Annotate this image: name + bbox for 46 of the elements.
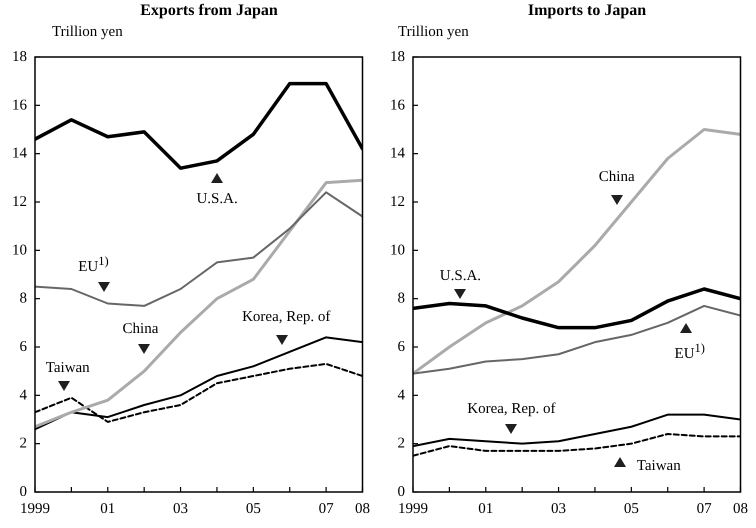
chart-title: Exports from Japan bbox=[139, 2, 279, 20]
y-tick-label: 2 bbox=[20, 436, 27, 452]
y-tick-label: 14 bbox=[390, 146, 406, 162]
y-tick-label: 4 bbox=[20, 387, 28, 404]
x-tick-label: 08 bbox=[733, 500, 748, 517]
series-label: Taiwan bbox=[46, 360, 90, 377]
series-label: U.S.A. bbox=[196, 190, 238, 208]
y-tick-label: 0 bbox=[20, 484, 27, 500]
series-label: EU$^{1)}$ bbox=[78, 253, 109, 276]
y-tick-label: 4 bbox=[398, 387, 406, 404]
y-tick-label: 18 bbox=[390, 48, 405, 65]
x-tick-label: 05 bbox=[624, 500, 639, 517]
y-tick-label: 14 bbox=[12, 146, 28, 162]
y-tick-label: 0 bbox=[398, 484, 405, 500]
y-tick-label: 16 bbox=[12, 97, 28, 114]
x-tick-label: 08 bbox=[355, 500, 370, 517]
series-label: Taiwan bbox=[636, 458, 681, 475]
y-tick-label: 8 bbox=[398, 290, 405, 307]
y-axis-title: Trillion yen bbox=[398, 24, 469, 41]
x-tick-label: 03 bbox=[551, 500, 566, 517]
y-tick-label: 18 bbox=[12, 48, 27, 65]
y-tick-label: 8 bbox=[20, 290, 27, 307]
y-tick-label: 12 bbox=[390, 194, 405, 210]
y-tick-label: 2 bbox=[398, 436, 405, 452]
x-tick-label: 05 bbox=[246, 500, 261, 517]
x-tick-label: 1999 bbox=[20, 500, 50, 517]
x-tick-label: 07 bbox=[696, 500, 712, 517]
y-tick-label: 10 bbox=[390, 242, 405, 258]
y-tick-label: 12 bbox=[12, 194, 27, 210]
series-label: China bbox=[598, 168, 635, 186]
y-axis-title: Trillion yen bbox=[52, 24, 123, 41]
series-label: EU$^{1)}$ bbox=[674, 340, 705, 364]
chart-title: Imports to Japan bbox=[526, 2, 648, 20]
series-label: Korea, Rep. of bbox=[242, 309, 330, 326]
series-label: China bbox=[122, 321, 158, 338]
series-label: U.S.A. bbox=[440, 268, 482, 285]
y-tick-label: 16 bbox=[390, 97, 406, 114]
y-tick-label: 10 bbox=[12, 242, 27, 258]
y-tick-label: 6 bbox=[20, 338, 28, 355]
series-label: Korea, Rep. of bbox=[467, 400, 556, 418]
x-tick-label: 1999 bbox=[398, 500, 428, 517]
y-tick-label: 6 bbox=[398, 338, 406, 355]
x-tick-label: 01 bbox=[478, 500, 494, 517]
x-tick-label: 03 bbox=[173, 500, 188, 517]
x-tick-label: 01 bbox=[100, 500, 116, 517]
x-tick-label: 07 bbox=[318, 500, 334, 517]
